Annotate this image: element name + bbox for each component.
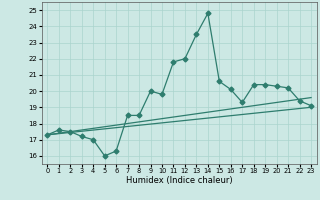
X-axis label: Humidex (Indice chaleur): Humidex (Indice chaleur) [126, 176, 233, 185]
